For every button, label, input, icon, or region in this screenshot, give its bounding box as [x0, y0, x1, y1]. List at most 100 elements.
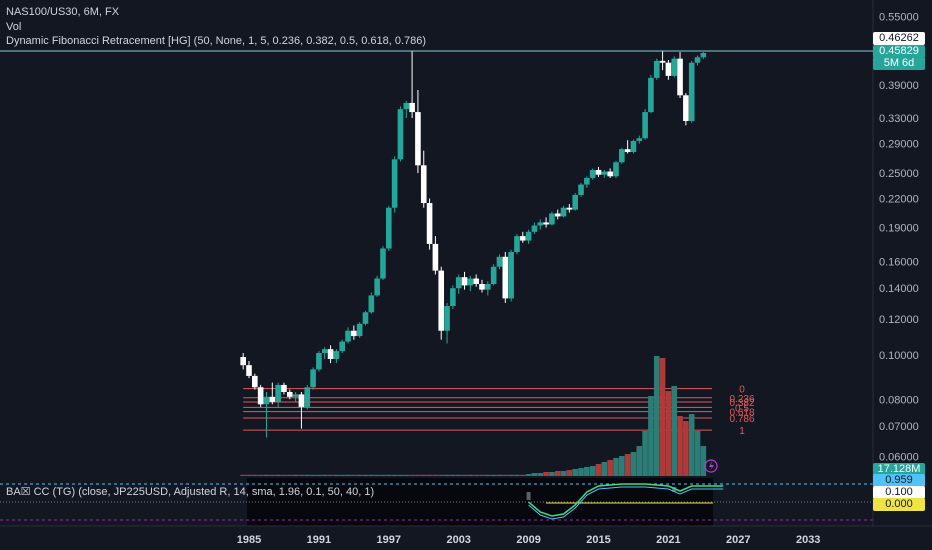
osc-main-line — [528, 483, 724, 517]
volume-bar — [380, 474, 386, 476]
candle-body — [519, 236, 526, 241]
volume-bar — [444, 474, 450, 476]
candlesticks — [240, 50, 707, 438]
candle-body — [624, 149, 631, 153]
fib-level-label: 1 — [739, 426, 745, 437]
oscillator-title[interactable]: BA☒ CC (TG) (close, JP225USD, Adjusted R… — [6, 486, 375, 498]
candle-body — [386, 207, 392, 249]
volume-bar — [432, 474, 439, 476]
volume-bar — [397, 474, 404, 476]
candle-body — [391, 159, 398, 208]
time-tick-label: 2015 — [586, 534, 610, 546]
candle-body — [257, 387, 264, 405]
candle-body — [473, 278, 479, 284]
volume-bar — [362, 474, 369, 476]
candle-body — [642, 112, 648, 139]
candle-body — [362, 312, 369, 324]
candle-body — [490, 266, 497, 284]
candle-body — [461, 277, 468, 286]
candle-body — [252, 375, 258, 388]
volume-bar — [426, 474, 433, 476]
candle-body — [426, 203, 433, 244]
fib-level-label: 0.236 — [729, 394, 754, 405]
volume-bar — [420, 474, 427, 476]
candle-body — [543, 222, 549, 225]
price-tick-label: 0.07000 — [879, 421, 919, 433]
candle-body — [240, 356, 246, 366]
price-tick-label: 0.06000 — [879, 451, 919, 463]
candle-body — [537, 222, 544, 226]
volume-bar — [648, 396, 654, 476]
fib-indicator-title[interactable]: Dynamic Fibonacci Retracement [HG] (50, … — [6, 35, 427, 47]
volume-bar — [455, 474, 462, 476]
candle-body — [665, 62, 672, 76]
volume-bar — [525, 474, 532, 476]
volume-bar — [327, 474, 334, 476]
osc-label-0959: 0.959 — [873, 474, 925, 487]
time-tick-label: 1991 — [307, 534, 331, 546]
volume-bar — [298, 474, 305, 476]
candle-body — [275, 384, 281, 402]
candle-body — [613, 162, 619, 177]
candle-body — [286, 391, 293, 397]
volume-bar — [304, 474, 311, 476]
candle-body — [327, 349, 334, 360]
candle-body — [578, 184, 584, 195]
price-tick-label: 0.19000 — [879, 223, 919, 235]
candle-body — [636, 138, 643, 141]
candle-body — [694, 57, 701, 63]
volume-bar — [560, 471, 567, 476]
volume-bar — [543, 472, 549, 476]
price-tick-label: 0.12000 — [879, 314, 919, 326]
volume-bar — [351, 474, 357, 476]
candle-body — [316, 353, 322, 370]
volume-bar — [624, 454, 631, 476]
candle-body — [566, 207, 573, 210]
volume-bar — [519, 474, 526, 476]
time-tick-label: 2021 — [656, 534, 680, 546]
candle-body — [607, 171, 613, 177]
volume-bar — [514, 474, 520, 476]
candle-body — [455, 277, 462, 289]
volume-bar — [700, 446, 707, 476]
symbol-title[interactable]: NAS100/US30, 6M, FX — [6, 6, 120, 18]
candle-body — [630, 140, 637, 153]
volume-bar — [286, 474, 293, 476]
volume-bar — [613, 458, 619, 476]
candle-body — [432, 243, 439, 271]
volume-bar — [659, 358, 666, 476]
volume-bar — [584, 467, 590, 476]
volume-bar — [607, 460, 613, 476]
volume-bar — [257, 474, 264, 476]
lightning-icon[interactable] — [704, 459, 718, 473]
volume-bar — [531, 473, 538, 476]
candle-body — [595, 169, 602, 175]
volume-indicator-title[interactable]: Vol — [6, 21, 22, 33]
fib-level-label: 0 — [739, 385, 745, 396]
candle-body — [485, 283, 491, 290]
volume-bar — [275, 474, 281, 476]
volume-bar — [496, 474, 503, 476]
volume-bar — [572, 469, 578, 476]
price-tick-label: 0.08000 — [879, 394, 919, 406]
osc-label-0100: 0.100 — [873, 486, 925, 499]
osc-histogram-bar — [526, 492, 531, 500]
volume-bar — [461, 474, 468, 476]
candle-body — [351, 330, 357, 337]
price-tick-label: 0.16000 — [879, 257, 919, 269]
volume-bar — [479, 474, 485, 476]
time-tick-label: 2033 — [796, 534, 820, 546]
candle-body — [263, 396, 270, 405]
high-price-label: 0.46262 — [873, 32, 925, 45]
time-tick-label: 2003 — [446, 534, 470, 546]
volume-bar — [653, 356, 660, 476]
candle-body — [310, 369, 316, 388]
volume-bar — [502, 474, 509, 476]
volume-bar — [636, 446, 643, 476]
price-tick-label: 0.22000 — [879, 193, 919, 205]
fib-level-label: 0.5 — [735, 403, 749, 414]
volume-bar — [549, 472, 555, 476]
